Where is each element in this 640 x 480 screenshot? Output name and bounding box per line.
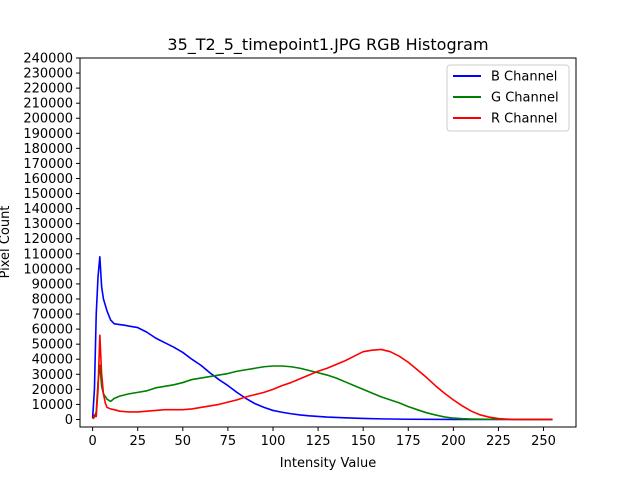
y-tick-label: 230000 — [23, 67, 73, 82]
legend-label: G Channel — [491, 91, 559, 106]
y-tick-label: 80000 — [32, 292, 73, 307]
x-tick-label: 100 — [261, 434, 286, 449]
y-tick-label: 60000 — [32, 323, 73, 338]
y-tick-label: 120000 — [23, 232, 73, 247]
x-tick-label: 150 — [351, 434, 376, 449]
y-tick-label: 200000 — [23, 112, 73, 127]
x-tick-label: 75 — [220, 434, 237, 449]
y-tick-label: 190000 — [23, 127, 73, 142]
y-tick-label: 140000 — [23, 202, 73, 217]
plot-frame — [79, 57, 577, 428]
x-tick-label: 25 — [129, 434, 146, 449]
y-tick-label: 70000 — [32, 308, 73, 323]
series-line-b-channel — [91, 256, 553, 421]
y-tick-label: 30000 — [32, 368, 73, 383]
y-tick-label: 90000 — [32, 277, 73, 292]
chart-title: 35_T2_5_timepoint1.JPG RGB Histogram — [167, 35, 488, 55]
legend-label: R Channel — [491, 112, 558, 127]
y-tick-label: 150000 — [23, 187, 73, 202]
legend-label: B Channel — [491, 70, 557, 85]
y-tick-label: 100000 — [23, 262, 73, 277]
y-tick-label: 20000 — [32, 383, 73, 398]
plot-area — [91, 256, 553, 421]
y-tick-label: 220000 — [23, 82, 73, 97]
y-axis-label: Pixel Count — [0, 206, 13, 279]
y-tick-label: 130000 — [23, 217, 73, 232]
legend: B Channel G Channel R Channel — [446, 64, 570, 132]
x-tick-label: 225 — [486, 434, 511, 449]
ticks-layer: 0 25 50 75 100 125 150 175 200 225 250010000200003… — [23, 52, 556, 450]
x-tick-label: 50 — [175, 434, 192, 449]
x-tick-label: 125 — [306, 434, 331, 449]
y-tick-label: 0 — [65, 413, 73, 428]
series-line-r-channel — [91, 334, 553, 421]
y-tick-label: 210000 — [23, 97, 73, 112]
x-tick-label: 250 — [531, 434, 556, 449]
y-tick-label: 170000 — [23, 157, 73, 172]
y-tick-label: 50000 — [32, 338, 73, 353]
series-line-g-channel — [92, 364, 553, 421]
y-tick-label: 240000 — [23, 52, 73, 67]
x-tick-label: 200 — [441, 434, 466, 449]
legend-box — [446, 64, 570, 132]
y-tick-label: 160000 — [23, 172, 73, 187]
y-tick-label: 180000 — [23, 142, 73, 157]
x-tick-label: 175 — [396, 434, 421, 449]
x-tick-label: 0 — [88, 434, 96, 449]
y-tick-label: 110000 — [23, 247, 73, 262]
y-tick-label: 40000 — [32, 353, 73, 368]
y-tick-label: 10000 — [32, 398, 73, 413]
x-axis-label: Intensity Value — [280, 456, 376, 471]
